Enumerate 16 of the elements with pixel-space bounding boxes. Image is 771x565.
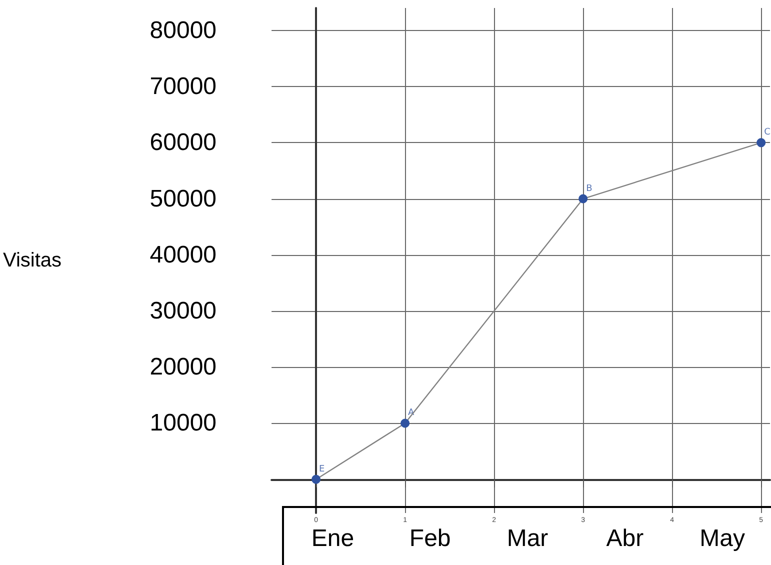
- annotation: B: [586, 184, 592, 194]
- annotation: C: [764, 128, 770, 138]
- point: [400, 418, 410, 428]
- y-tick-label: 40000: [150, 241, 217, 268]
- point: [312, 474, 321, 484]
- y-tick-label: 30000: [150, 298, 217, 324]
- y-tick-label: 50000: [150, 185, 217, 212]
- y-tick-label: 70000: [150, 73, 217, 100]
- y-tick-label: 10000: [150, 410, 217, 437]
- point: [756, 138, 766, 148]
- point: [578, 194, 588, 204]
- y-tick-label: 20000: [150, 354, 217, 381]
- annotation: E: [319, 464, 326, 474]
- y-tick-label: 60000: [150, 129, 217, 156]
- y-tick-label: 80000: [150, 16, 217, 44]
- y-axis-title: Visitas: [3, 250, 62, 272]
